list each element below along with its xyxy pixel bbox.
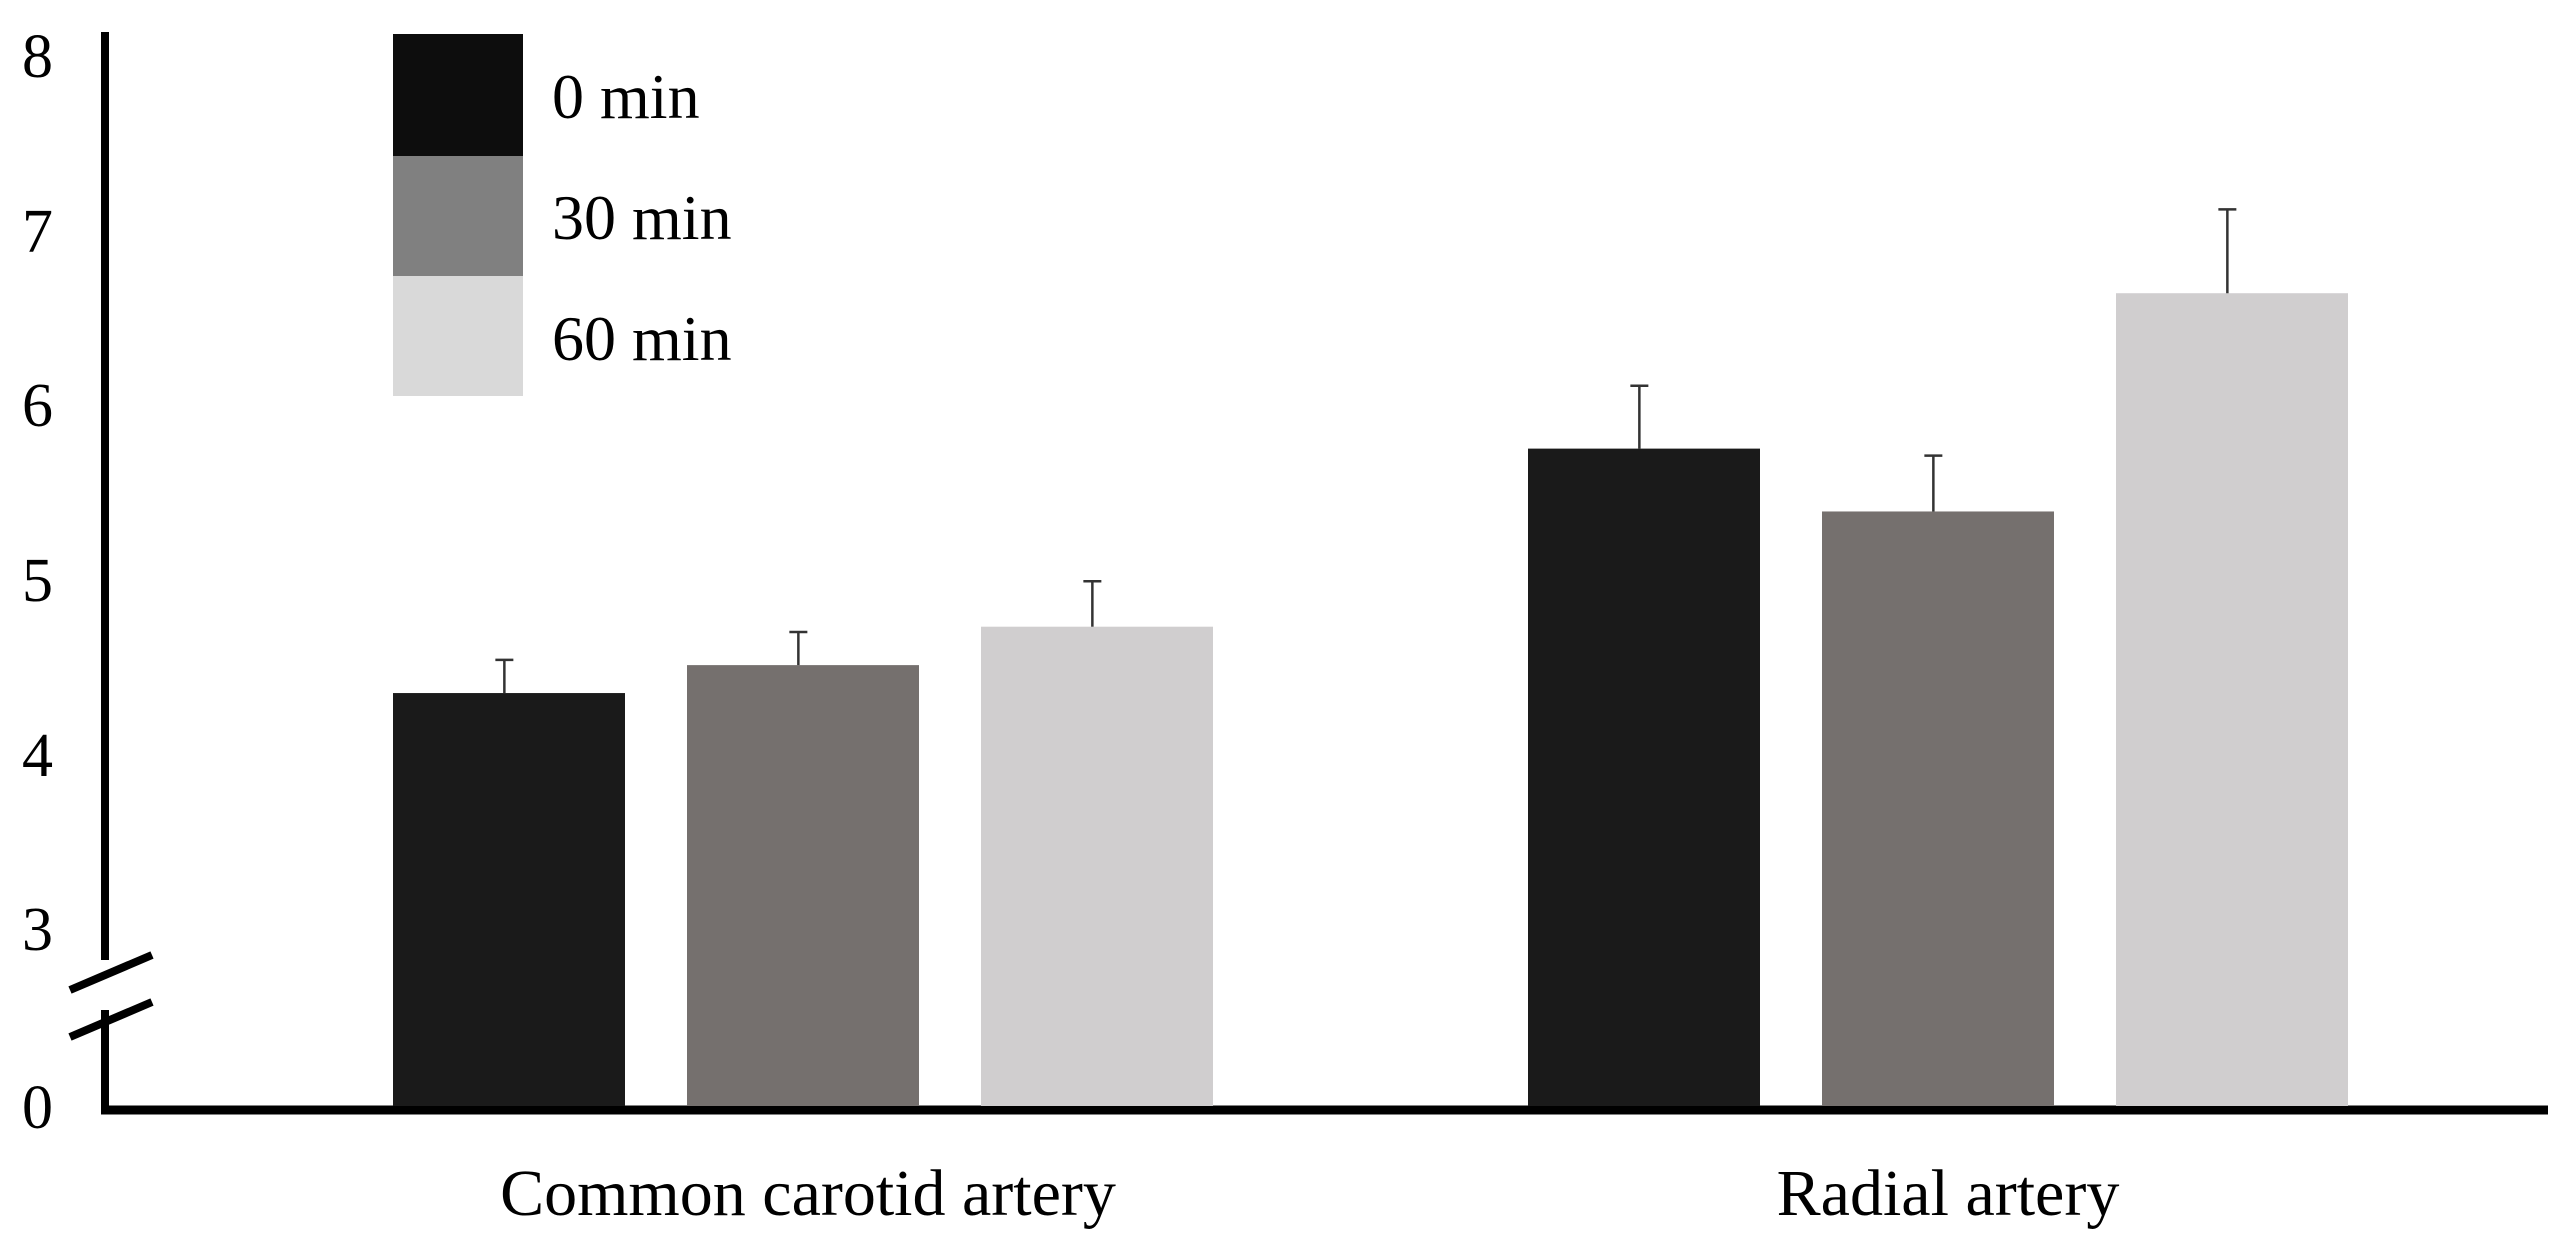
y-tick-label-8: 8	[22, 23, 53, 91]
category-label-common-carotid: Common carotid artery	[500, 1157, 1116, 1230]
category-label-radial: Radial artery	[1777, 1157, 2120, 1230]
bar-60-min-cat-0	[981, 626, 1213, 1106]
legend-swatch-30-min	[393, 156, 523, 276]
legend-label-0-min: 0 min	[552, 61, 700, 132]
legend-label-30-min: 30 min	[552, 182, 732, 253]
axis-break-mark-lower	[68, 998, 154, 1041]
y-tick-label-4: 4	[22, 722, 53, 790]
bar-0-min-cat-1	[1528, 448, 1760, 1106]
y-tick-label-3: 3	[22, 896, 53, 964]
legend-swatch-0-min	[393, 34, 523, 156]
legend-swatch-60-min	[393, 276, 523, 396]
y-tick-label-0: 0	[22, 1074, 53, 1142]
y-tick-label-5: 5	[22, 547, 53, 615]
legend: 0 min 30 min 60 min	[393, 34, 732, 396]
y-tick-label-7: 7	[22, 198, 53, 266]
y-tick-label-6: 6	[22, 372, 53, 440]
bar-30-min-cat-0	[687, 665, 919, 1106]
legend-label-60-min: 60 min	[552, 303, 732, 374]
bar-0-min-cat-0	[393, 693, 625, 1106]
axis-break-mark-upper	[68, 951, 154, 994]
bar-60-min-cat-1	[2116, 293, 2348, 1106]
bar-30-min-cat-1	[1822, 511, 2054, 1106]
bars-group	[393, 208, 2348, 1106]
